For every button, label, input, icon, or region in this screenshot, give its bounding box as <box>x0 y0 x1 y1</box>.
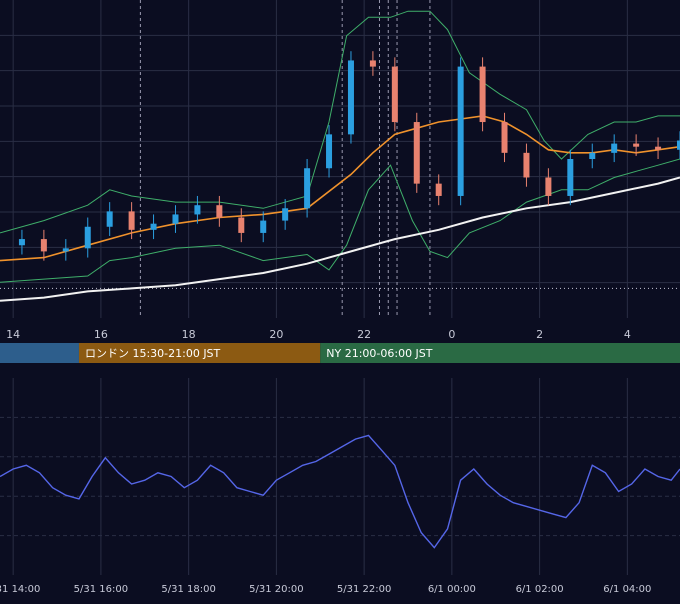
candle-body <box>523 152 530 178</box>
session-band <box>320 343 680 363</box>
session-band <box>0 343 79 363</box>
candle-body <box>655 146 662 150</box>
bottom-axis-label: 5/31 22:00 <box>337 584 391 595</box>
session-band <box>78 343 321 363</box>
bottom-axis-label: 5/31 14:00 <box>0 584 40 595</box>
candle-body <box>260 220 267 233</box>
candle-body <box>282 208 289 221</box>
candle-body <box>216 205 223 218</box>
bottom-axis-label: 6/1 00:00 <box>428 584 476 595</box>
candle-body <box>18 239 25 246</box>
x-tick-label: 16 <box>94 328 108 341</box>
x-tick-label: 22 <box>357 328 371 341</box>
bottom-axis-label: 5/31 16:00 <box>74 584 128 595</box>
candle-body <box>40 239 47 252</box>
session-label: ロンドン 15:30-21:00 JST <box>85 347 221 360</box>
candle-body <box>413 122 420 184</box>
x-tick-label: 18 <box>182 328 196 341</box>
x-tick-label: 4 <box>624 328 631 341</box>
x-tick-label: 0 <box>448 328 455 341</box>
candle-body <box>62 248 69 252</box>
session-label: NY 21:00-06:00 JST <box>326 347 433 360</box>
candle-body <box>589 152 596 159</box>
candle-body <box>567 159 574 196</box>
bottom-axis-label: 6/1 04:00 <box>603 584 651 595</box>
moving-average-long-line <box>0 176 680 302</box>
bollinger-upper-line <box>0 10 680 234</box>
candle-body <box>633 143 640 147</box>
candle-body <box>172 214 179 224</box>
candle-body <box>128 211 135 230</box>
candle-body <box>369 60 376 67</box>
candle-body <box>347 60 354 135</box>
x-tick-label: 20 <box>269 328 283 341</box>
candle-body <box>106 211 113 227</box>
bottom-axis-label: 5/31 18:00 <box>161 584 215 595</box>
bottom-axis-label: 6/1 02:00 <box>516 584 564 595</box>
candle-body <box>326 134 333 169</box>
candle-body <box>150 223 157 230</box>
candle-body <box>435 183 442 196</box>
candle-body <box>479 66 486 123</box>
candle-body <box>304 168 311 209</box>
candle-body <box>611 143 618 153</box>
candle-body <box>84 226 91 249</box>
candle-body <box>677 140 680 150</box>
moving-average-short-line <box>0 115 680 262</box>
bottom-axis-label: 5/31 20:00 <box>249 584 303 595</box>
candle-body <box>457 66 464 196</box>
bollinger-lower-line <box>0 158 680 283</box>
x-tick-label: 14 <box>6 328 20 341</box>
candle-body <box>501 122 508 153</box>
oscillator-line <box>0 434 680 549</box>
candle-body <box>391 66 398 123</box>
x-tick-label: 2 <box>536 328 543 341</box>
candle-body <box>238 217 245 233</box>
candle-body <box>545 177 552 196</box>
candle-body <box>194 205 201 215</box>
